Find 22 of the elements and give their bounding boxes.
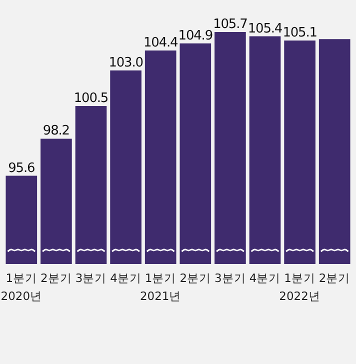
data-label: 95.6 <box>8 160 35 176</box>
data-label: 105.4 <box>248 21 282 36</box>
x-tick-label: 1분기 <box>284 271 316 285</box>
x-tick-label: 4분기 <box>110 271 142 285</box>
text: 2022년 <box>279 289 320 303</box>
data-label: 100.5 <box>74 91 108 106</box>
data-label: 104.4 <box>143 36 178 51</box>
data-label: 103.0 <box>108 55 144 70</box>
x-tick-label: 2분기 <box>318 271 350 285</box>
x-tick-label: 4분기 <box>249 271 281 285</box>
x-tick-label: 1분기 <box>6 271 38 285</box>
x-tick-label: 1분기 <box>144 271 176 285</box>
data-label: 98.2 <box>42 124 70 139</box>
x-tick-label: 3분기 <box>214 271 246 285</box>
text: 2020년 <box>0 289 42 303</box>
x-tick-label: 2분기 <box>180 271 212 285</box>
data-label: 104.9 <box>178 28 213 44</box>
x-tick-label: 2분기 <box>40 271 72 285</box>
x-tick-label: 3분기 <box>75 271 107 285</box>
text: 2021년 <box>140 289 182 303</box>
data-label: 105.1 <box>282 26 318 41</box>
data-label: 105.7 <box>213 17 248 32</box>
